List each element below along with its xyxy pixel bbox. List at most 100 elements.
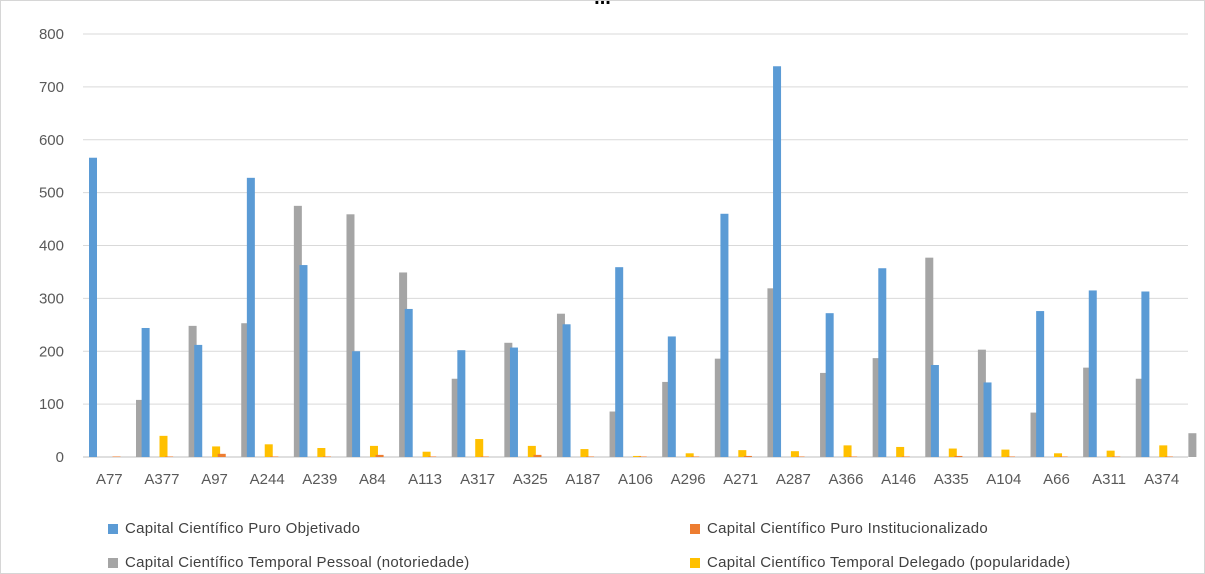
bar — [241, 323, 250, 457]
bar — [1083, 367, 1092, 457]
legend-item-temporal-delegado: Capital Científico Temporal Delegado (po… — [690, 554, 1071, 571]
bar — [509, 347, 518, 457]
bar — [404, 308, 413, 457]
y-tick-label: 700 — [39, 79, 64, 96]
bar — [352, 351, 361, 457]
bar — [89, 157, 97, 458]
bar — [1164, 456, 1173, 457]
bar — [1135, 378, 1144, 457]
bar — [369, 445, 378, 457]
bar — [1112, 456, 1121, 457]
bar — [930, 364, 939, 457]
bar — [504, 342, 513, 457]
bar — [475, 439, 484, 457]
bar — [299, 265, 308, 457]
chart-title-cut: ... — [0, 0, 1205, 10]
bar — [399, 272, 408, 457]
x-tick-label: A84 — [359, 471, 386, 488]
bar — [586, 456, 595, 457]
bar — [790, 451, 799, 457]
bar — [112, 456, 121, 457]
legend-swatch — [690, 523, 700, 534]
y-axis-ticks: 0 100 200 300 400 500 600 700 800 — [39, 26, 64, 466]
y-tick-label: 400 — [39, 238, 64, 255]
bar — [322, 456, 331, 457]
legend-swatch — [108, 557, 118, 568]
bar — [685, 453, 694, 457]
bar — [1054, 453, 1063, 457]
bar — [1007, 456, 1016, 457]
bar — [773, 66, 782, 457]
bar — [738, 450, 747, 457]
bar — [977, 349, 986, 457]
bar — [165, 456, 174, 457]
x-tick-label: A97 — [201, 471, 228, 488]
bar — [194, 344, 203, 457]
x-tick-label: A77 — [96, 471, 123, 488]
bar — [264, 444, 273, 457]
x-axis-ticks: A77 A377 A97 A244 A239 A84 A113 A317 A325 A187 A10… — [96, 471, 1179, 488]
bar — [714, 358, 723, 457]
x-tick-label: A377 — [144, 471, 179, 488]
bar — [1001, 449, 1010, 457]
bar — [948, 448, 957, 457]
bar — [1030, 412, 1039, 457]
bar — [843, 445, 852, 457]
legend-label: Capital Científico Temporal Delegado (po… — [707, 554, 1071, 571]
y-tick-label: 0 — [56, 449, 64, 466]
bar — [1059, 456, 1068, 457]
bar — [188, 325, 197, 457]
bar — [796, 456, 805, 457]
x-tick-label: A66 — [1043, 471, 1070, 488]
bar — [615, 267, 624, 457]
legend-item-temporal-pessoal: Capital Científico Temporal Pessoal (not… — [108, 554, 470, 571]
bar — [896, 446, 905, 457]
x-tick-label: A239 — [302, 471, 337, 488]
legend-item-puro-objetivado: Capital Científico Puro Objetivado — [108, 520, 360, 537]
x-tick-label: A146 — [881, 471, 916, 488]
bar — [346, 214, 355, 457]
bar — [556, 313, 565, 457]
bar — [638, 456, 647, 457]
bar — [820, 372, 829, 457]
y-tick-label: 500 — [39, 185, 64, 202]
bar — [527, 445, 536, 457]
bar — [217, 453, 226, 457]
bar — [743, 455, 752, 457]
bar — [901, 456, 910, 457]
bar — [954, 455, 963, 457]
bar — [1036, 311, 1045, 457]
x-tick-label: A374 — [1144, 471, 1179, 488]
legend-label: Capital Científico Puro Institucionaliza… — [707, 520, 989, 537]
bar — [825, 313, 834, 457]
bar — [1159, 445, 1168, 457]
y-tick-label: 800 — [39, 26, 64, 43]
bars — [89, 66, 1197, 458]
x-tick-label: A187 — [565, 471, 600, 488]
x-tick-label: A106 — [618, 471, 653, 488]
y-tick-label: 600 — [39, 132, 64, 149]
x-tick-label: A104 — [986, 471, 1021, 488]
bar — [293, 205, 302, 457]
bar — [270, 456, 279, 457]
bar — [767, 288, 776, 457]
bar — [428, 456, 437, 457]
bar — [667, 336, 676, 457]
bar — [480, 456, 489, 457]
bar — [1141, 291, 1150, 457]
x-tick-label: A311 — [1092, 471, 1126, 488]
bar — [212, 446, 221, 457]
bar — [136, 399, 144, 457]
x-tick-label: A113 — [408, 471, 442, 488]
bar — [1106, 450, 1115, 457]
x-tick-label: A317 — [460, 471, 495, 488]
bar — [925, 257, 934, 457]
bar — [1088, 290, 1097, 457]
x-tick-label: A335 — [934, 471, 969, 488]
bar — [878, 268, 887, 457]
bar — [720, 213, 729, 457]
bar — [317, 448, 326, 457]
bar — [1188, 433, 1197, 457]
legend: Capital Científico Puro Objetivado Capit… — [108, 516, 1198, 572]
